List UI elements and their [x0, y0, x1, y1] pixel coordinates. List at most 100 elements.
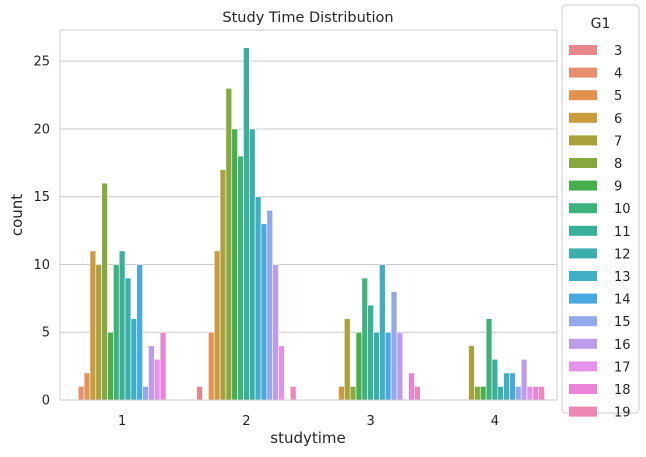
bar-g1-14-studytime-1 [136, 264, 143, 401]
bar-g1-8-studytime-4 [474, 386, 481, 401]
bar-g1-7-studytime-4 [468, 345, 475, 401]
chart-title: Study Time Distribution [222, 10, 393, 26]
bar-g1-7-studytime-3 [344, 318, 351, 401]
bar-g1-17-studytime-4 [526, 386, 534, 401]
bar-g1-13-studytime-2 [254, 196, 262, 401]
bar-g1-14-studytime-2 [260, 223, 268, 401]
bar-g1-11-studytime-2 [243, 47, 250, 401]
bar-g1-7-studytime-2 [219, 169, 227, 401]
bar-g1-5-studytime-1 [83, 372, 91, 401]
y-tick-label: 20 [33, 122, 50, 137]
bar-g1-3-studytime-2 [196, 386, 203, 401]
bar-g1-6-studytime-1 [89, 250, 97, 401]
y-tick-label: 15 [33, 190, 50, 205]
legend-swatch-7 [569, 135, 597, 146]
bar-g1-16-studytime-1 [148, 345, 155, 401]
legend-label: 5 [614, 89, 622, 104]
bar-g1-7-studytime-1 [95, 264, 102, 401]
bar-g1-12-studytime-3 [373, 331, 380, 401]
bar-g1-11-studytime-4 [491, 359, 499, 401]
bar-g1-18-studytime-1 [159, 331, 167, 401]
bar-g1-9-studytime-4 [479, 386, 487, 401]
legend-label: 3 [614, 44, 622, 59]
legend-label: 15 [614, 315, 631, 330]
legend-label: 17 [614, 360, 631, 375]
legend-swatch-13 [569, 271, 597, 281]
bar-g1-8-studytime-3 [349, 386, 357, 401]
bar-g1-19-studytime-2 [289, 386, 297, 401]
bar-g1-10-studytime-1 [113, 264, 120, 401]
legend-label: 10 [614, 202, 631, 217]
bar-g1-9-studytime-1 [107, 331, 114, 401]
y-tick-label: 5 [42, 326, 50, 341]
bar-g1-16-studytime-4 [520, 359, 528, 401]
x-tick-label: 4 [491, 414, 499, 429]
legend-label: 4 [614, 67, 622, 82]
bar-g1-16-studytime-3 [396, 331, 404, 401]
bar-g1-9-studytime-3 [355, 331, 363, 401]
bar-g1-18-studytime-4 [532, 386, 540, 401]
legend-swatch-12 [569, 248, 597, 259]
legend-label: 11 [614, 225, 631, 240]
legend-swatch-15 [569, 316, 597, 327]
legend-title: G1 [591, 16, 611, 32]
bar-g1-17-studytime-1 [153, 359, 161, 401]
bar-g1-15-studytime-2 [266, 209, 273, 401]
legend-label: 18 [614, 383, 631, 398]
bar-g1-12-studytime-1 [124, 277, 132, 401]
x-axis-title: studytime [270, 429, 346, 447]
axes: 0 5 10 15 20 25 1 2 3 4 [33, 29, 558, 429]
plot-frame [59, 29, 558, 401]
legend-swatch-18 [569, 384, 597, 394]
legend-swatch-8 [569, 158, 597, 168]
legend-swatch-6 [569, 112, 597, 123]
bar-g1-13-studytime-1 [130, 318, 138, 401]
bar-g1-4-studytime-1 [77, 386, 85, 401]
legend-swatch-4 [569, 67, 597, 78]
x-tick-label: 3 [366, 414, 374, 429]
legend-box [561, 4, 640, 414]
legend-label: 12 [614, 247, 631, 262]
bar-g1-14-studytime-4 [509, 372, 516, 401]
legend-label: 9 [614, 180, 622, 195]
bar-g1-15-studytime-4 [515, 386, 522, 401]
bars [77, 47, 545, 401]
bar-g1-11-studytime-3 [367, 304, 374, 401]
bar-g1-13-studytime-3 [379, 264, 386, 401]
bar-g1-19-studytime-4 [538, 386, 545, 401]
legend-label: 14 [614, 293, 631, 308]
bar-g1-10-studytime-3 [361, 277, 369, 401]
bar-g1-12-studytime-2 [248, 128, 256, 401]
bar-g1-5-studytime-2 [208, 331, 215, 401]
legend-label: 8 [614, 157, 622, 172]
legend-label: 16 [614, 338, 631, 353]
bar-g1-6-studytime-3 [338, 386, 345, 401]
bar-g1-19-studytime-3 [414, 386, 421, 401]
legend-label: 6 [614, 112, 622, 127]
legend: G13 4 5 6 7 8 9 10 11 12 13 14 15 16 17 18 19 [561, 4, 640, 421]
y-tick-label: 10 [33, 258, 50, 273]
y-axis-title: count [8, 194, 26, 236]
bar-g1-15-studytime-1 [142, 386, 149, 401]
legend-swatch-14 [569, 293, 597, 304]
bar-g1-8-studytime-2 [225, 87, 233, 401]
legend-swatch-11 [569, 225, 597, 236]
x-tick-label: 2 [242, 414, 250, 429]
bar-g1-16-studytime-2 [272, 264, 279, 401]
bar-g1-18-studytime-3 [408, 372, 415, 401]
bar-g1-17-studytime-2 [278, 345, 285, 401]
bar-g1-10-studytime-2 [237, 155, 244, 401]
bar-g1-11-studytime-1 [118, 250, 126, 401]
y-tick-label: 25 [33, 55, 50, 70]
legend-swatch-16 [569, 338, 597, 349]
legend-swatch-5 [569, 90, 597, 101]
bar-g1-10-studytime-4 [485, 318, 493, 401]
bar-g1-8-studytime-1 [101, 182, 108, 401]
bar-g1-9-studytime-2 [231, 128, 238, 401]
legend-label: 19 [614, 406, 631, 421]
x-tick-label: 1 [118, 414, 126, 429]
legend-swatch-10 [569, 203, 597, 214]
legend-swatch-19 [569, 406, 597, 417]
